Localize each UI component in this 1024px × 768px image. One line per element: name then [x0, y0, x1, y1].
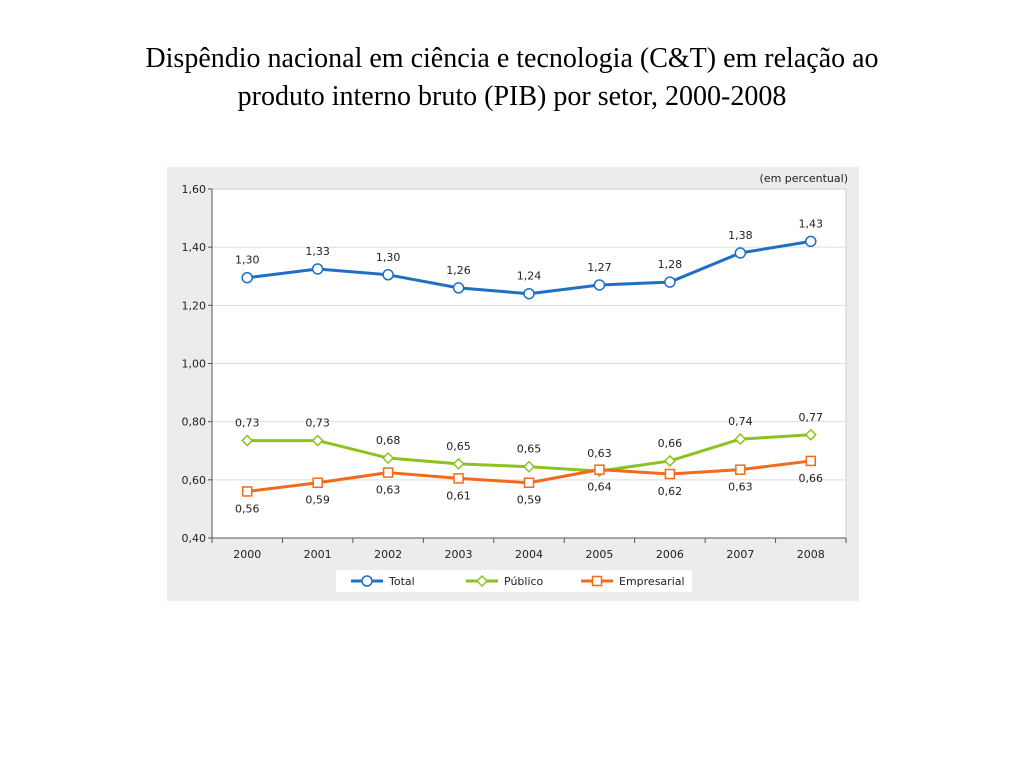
data-point	[594, 464, 605, 475]
data-label: 1,26	[446, 264, 471, 277]
data-label: 0,73	[235, 417, 260, 430]
legend-box	[336, 570, 692, 592]
data-point	[735, 464, 746, 475]
data-point	[664, 468, 676, 480]
data-point	[805, 455, 817, 467]
data-point	[311, 434, 324, 447]
y-tick-label: 1,20	[182, 299, 207, 312]
x-tick-label: 2007	[726, 548, 754, 561]
data-point	[663, 454, 676, 467]
data-point	[382, 269, 394, 281]
data-markers	[241, 235, 817, 497]
data-point	[241, 434, 254, 447]
x-tick-label: 2006	[656, 548, 684, 561]
legend-marker	[591, 575, 603, 587]
x-tick-label: 2003	[445, 548, 473, 561]
data-point	[453, 473, 464, 484]
x-tick-label: 2004	[515, 548, 543, 561]
data-label: 0,77	[799, 411, 824, 424]
data-label: 0,65	[517, 443, 542, 456]
data-label: 0,65	[446, 440, 471, 453]
data-label: 1,43	[799, 217, 824, 230]
data-label: 0,66	[658, 437, 683, 450]
x-tick-label: 2001	[304, 548, 332, 561]
data-point	[241, 271, 253, 284]
data-label: 1,27	[587, 261, 612, 274]
data-point	[664, 276, 676, 288]
y-tick-label: 1,00	[182, 358, 207, 371]
x-tick-label: 2008	[797, 548, 825, 561]
data-point	[452, 282, 465, 294]
x-tick-label: 2002	[374, 548, 402, 561]
y-tick-label: 1,60	[182, 183, 207, 196]
data-label: 1,30	[376, 251, 401, 264]
data-point	[593, 279, 606, 291]
chart-frame: (em percentual) 0,40 0,60 0,80 1,00 1,20 1,40…	[167, 167, 859, 601]
data-point	[522, 460, 536, 473]
data-label: 0,66	[799, 472, 824, 485]
y-tick-label: 0,80	[182, 416, 207, 429]
data-label: 0,56	[235, 502, 260, 515]
legend-label: Público	[504, 575, 544, 588]
data-labels: 1,30 1,33 1,30 1,26 1,24 1,27 1,28 1,38 1,43 0,73…	[235, 217, 823, 515]
slide-title: Dispêndio nacional em ciência e tecnolog…	[40, 40, 984, 116]
slide-title-line-1: Dispêndio nacional em ciência e tecnolog…	[145, 43, 879, 74]
legend: Total Público Empresarial	[336, 570, 692, 592]
data-point	[312, 477, 323, 488]
data-point	[734, 433, 747, 446]
data-label: 0,62	[658, 485, 683, 498]
data-label: 1,38	[728, 229, 753, 242]
unit-note: (em percentual)	[760, 172, 848, 185]
data-point	[382, 467, 394, 478]
data-point	[241, 486, 253, 497]
data-label: 0,59	[517, 494, 542, 507]
x-tick-label: 2005	[585, 548, 613, 561]
legend-marker	[475, 574, 489, 588]
axes: 0,40 0,60 0,80 1,00 1,20 1,40 1,60 2000 2001 2002…	[182, 183, 847, 561]
data-label: 0,73	[305, 417, 330, 430]
data-point	[311, 263, 324, 275]
data-point	[452, 457, 465, 470]
y-tick-label: 1,40	[182, 241, 207, 254]
data-point	[805, 235, 817, 248]
data-label: 0,68	[376, 434, 401, 447]
data-label: 0,61	[446, 489, 471, 502]
data-point	[382, 451, 395, 465]
data-label: 0,74	[728, 415, 753, 428]
data-point	[804, 428, 817, 441]
data-label: 1,30	[235, 254, 260, 267]
slide-title-line-2: produto interno bruto (PIB) por setor, 2…	[237, 81, 787, 112]
legend-marker	[361, 575, 373, 587]
data-point	[523, 477, 535, 488]
data-point	[734, 247, 747, 259]
data-label: 0,63	[587, 447, 612, 460]
data-label: 0,59	[305, 494, 330, 507]
data-label: 1,24	[517, 270, 542, 283]
x-tick-label: 2000	[233, 548, 261, 561]
data-label: 1,33	[305, 245, 330, 258]
data-label: 0,63	[728, 481, 753, 494]
data-label: 0,64	[587, 481, 612, 494]
data-label: 0,63	[376, 484, 401, 497]
legend-label: Total	[388, 575, 415, 588]
legend-label: Empresarial	[619, 575, 685, 588]
data-label: 1,28	[658, 258, 683, 271]
data-point	[523, 287, 535, 300]
y-tick-label: 0,40	[182, 532, 207, 545]
y-tick-label: 0,60	[182, 474, 207, 487]
line-chart: (em percentual) 0,40 0,60 0,80 1,00 1,20 1,40…	[182, 172, 848, 592]
